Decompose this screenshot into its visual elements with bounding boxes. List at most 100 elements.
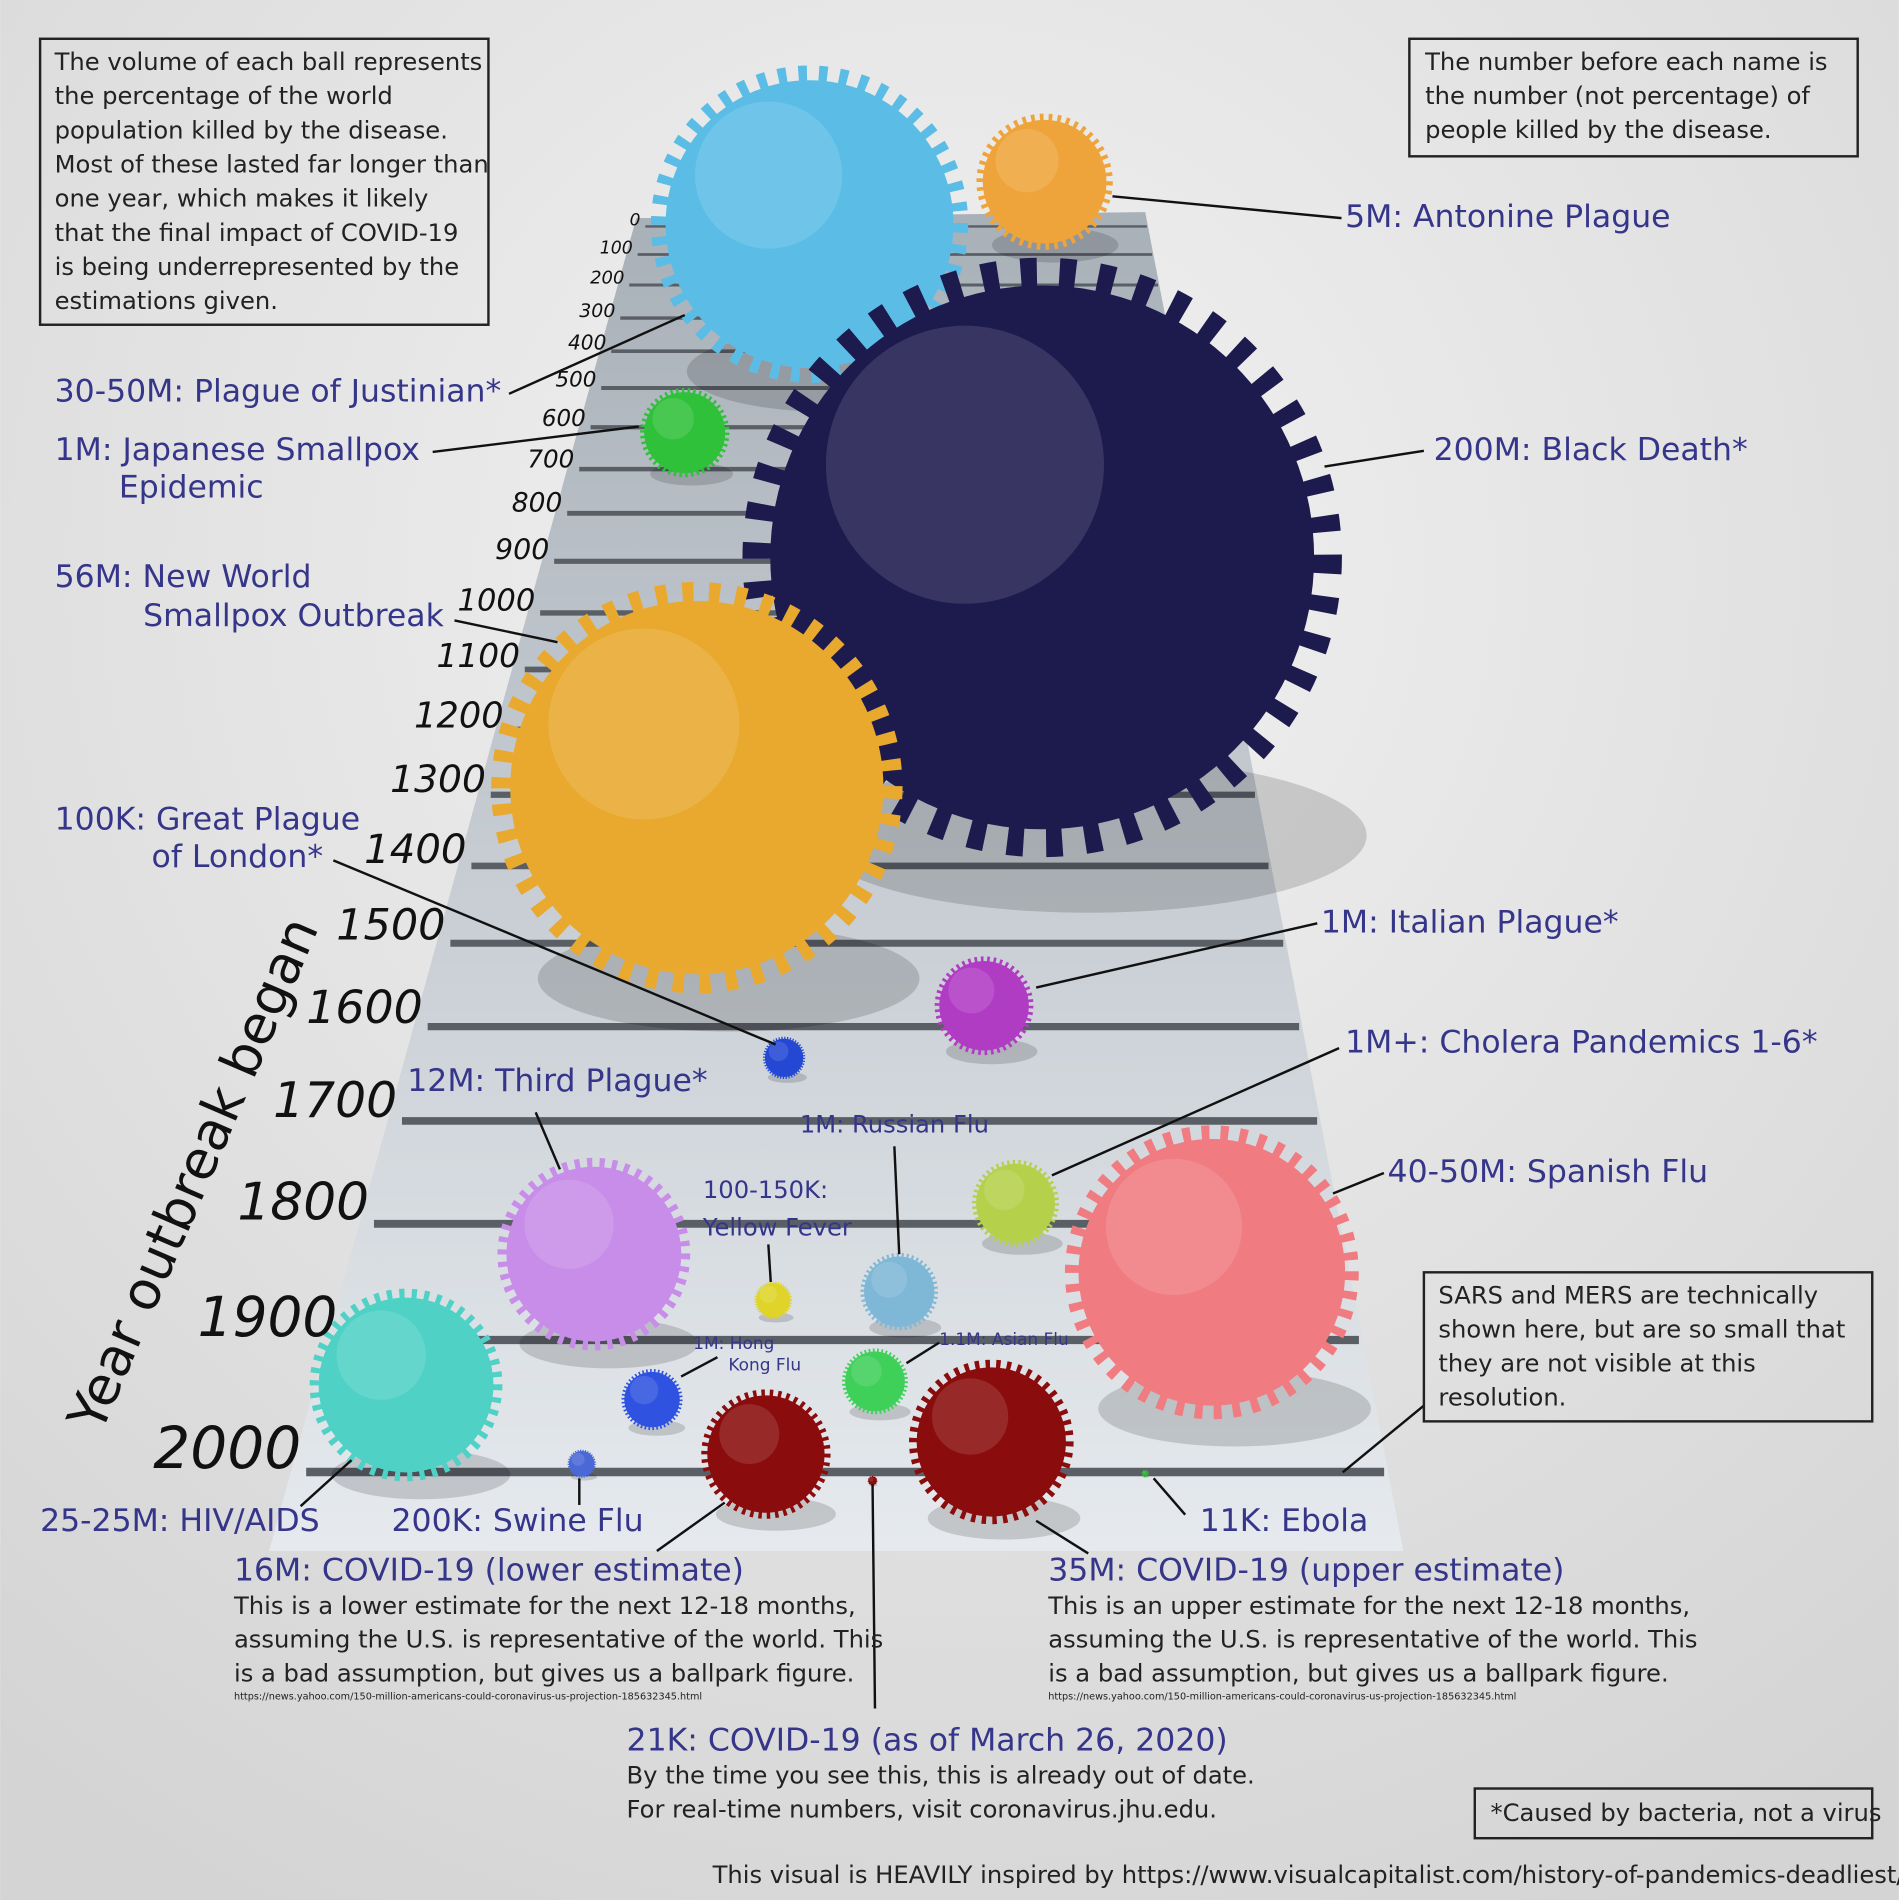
ball-shade: [652, 398, 694, 440]
year-tick-label: 1000: [458, 584, 536, 619]
leader: [1035, 922, 1318, 989]
disease-label: 1M: Russian Flu: [800, 1111, 989, 1139]
covid-body: This is an upper estimate for the next 1…: [1047, 1592, 1690, 1620]
note-line: population killed by the disease.: [55, 116, 448, 144]
leader: [1035, 1519, 1089, 1555]
disease-label: 11K: Ebola: [1200, 1503, 1369, 1539]
ball-shade: [948, 967, 995, 1014]
sars-note: SARS and MERS are technically shown here,…: [1438, 1282, 1845, 1412]
leader-lines: [299, 195, 1425, 1709]
year-tick-label: 1800: [237, 1173, 369, 1233]
disease-label: 200M: Black Death*: [1434, 432, 1748, 468]
ball-shade: [825, 325, 1104, 604]
leader: [905, 1341, 940, 1365]
ball: [860, 1252, 939, 1331]
disease-label: 12M: Third Plague*: [407, 1063, 707, 1099]
covid-body: assuming the U.S. is representative of t…: [234, 1626, 883, 1654]
ball-shade: [995, 129, 1059, 193]
ball: [497, 1157, 691, 1351]
leader: [680, 1356, 719, 1378]
ball-shade: [759, 1285, 778, 1304]
ball-shade: [524, 1179, 614, 1270]
note-line: Most of these lasted far longer than: [55, 151, 489, 179]
leader: [534, 1111, 562, 1170]
covid-title: 21K: COVID-19 (as of March 26, 2020): [627, 1722, 1228, 1758]
year-tick-label: 800: [512, 488, 563, 519]
note-line: people killed by the disease.: [1425, 116, 1772, 144]
year-ticks: 0 100 200 300 400 500 600 700 800 900 1000 1100 1200…: [153, 210, 640, 1482]
ball-shade: [869, 1477, 874, 1482]
covid-body: By the time you see this, this is alread…: [627, 1761, 1255, 1789]
disease-label: 100K: Great Plague: [55, 801, 361, 837]
ball: [701, 1389, 831, 1519]
ball-shade: [571, 1452, 585, 1466]
note-line: the number (not percentage) of: [1425, 82, 1810, 110]
ball: [1064, 1125, 1359, 1420]
leader: [454, 619, 558, 644]
year-tick-label: 300: [579, 300, 615, 322]
note-line: estimations given.: [55, 287, 278, 315]
covid-source: https://news.yahoo.com/150-million-ameri…: [234, 1691, 702, 1702]
ball: [934, 956, 1034, 1056]
year-tick-label: 600: [542, 406, 586, 432]
ball: [972, 1159, 1060, 1247]
leader: [1341, 1404, 1425, 1474]
ball: [842, 1348, 908, 1415]
ball: [867, 1475, 878, 1486]
leader: [1051, 1047, 1340, 1177]
covid-body: For real-time numbers, visit coronavirus…: [627, 1795, 1217, 1823]
covid-title: 16M: COVID-19 (lower estimate): [234, 1553, 744, 1589]
disease-label: 1.1M: Asian Flu: [939, 1329, 1069, 1349]
year-tick-label: 700: [527, 444, 574, 473]
ball-shade: [629, 1375, 659, 1405]
covid-body: This is a lower estimate for the next 12…: [233, 1592, 856, 1620]
note-line: The volume of each ball represents: [54, 48, 483, 76]
disease-label: 1M: Japanese Smallpox: [55, 432, 420, 468]
ball-shade: [768, 1041, 789, 1062]
ball-shade: [695, 101, 843, 249]
year-tick-label: 200: [590, 268, 624, 289]
covid-body: is a bad assumption, but gives us a ball…: [234, 1660, 854, 1688]
ball: [621, 1368, 683, 1431]
disease-label: 30-50M: Plague of Justinian*: [55, 374, 502, 410]
credit: This visual is HEAVILY inspired by https…: [712, 1861, 1899, 1889]
year-tick-label: 1600: [306, 980, 423, 1034]
note-line: one year, which makes it likely: [55, 185, 429, 213]
ball: [762, 1036, 806, 1080]
leader: [1324, 449, 1425, 468]
year-tick-label: 400: [568, 331, 606, 355]
ball: [640, 387, 730, 478]
ball-shade: [931, 1378, 1009, 1455]
year-tick-label: 1700: [273, 1073, 397, 1129]
covid-body: assuming the U.S. is representative of t…: [1048, 1626, 1697, 1654]
disease-label: Kong Flu: [728, 1355, 801, 1375]
leader: [1332, 1171, 1385, 1195]
leader: [1112, 195, 1342, 220]
year-tick-label: 500: [555, 367, 596, 392]
year-tick-label: 100: [600, 238, 633, 258]
ball-shade: [719, 1404, 780, 1465]
disease-label: 1M: Hong: [693, 1333, 774, 1353]
ball-shade: [548, 628, 740, 820]
note-line: shown here, but are so small that: [1438, 1315, 1845, 1343]
ball-shade: [1105, 1158, 1243, 1296]
leader: [299, 1459, 353, 1508]
volume-note: The volume of each ball represents the pe…: [54, 48, 489, 315]
leader: [871, 1484, 877, 1709]
note-box: [38, 37, 490, 326]
ball: [650, 65, 969, 383]
year-tick-label: 1200: [414, 695, 503, 736]
year-tick-label: 0: [630, 210, 641, 230]
disease-label: of London*: [152, 839, 324, 875]
ball-shade: [984, 1169, 1025, 1210]
ball: [309, 1288, 503, 1482]
ball: [491, 581, 903, 994]
year-tick-label: 1300: [390, 757, 486, 801]
disease-label: 56M: New World: [55, 559, 312, 595]
balls: [309, 65, 1371, 1540]
note-line: resolution.: [1438, 1383, 1566, 1411]
covid-source: https://news.yahoo.com/150-million-ameri…: [1048, 1691, 1516, 1702]
leader: [432, 425, 639, 454]
